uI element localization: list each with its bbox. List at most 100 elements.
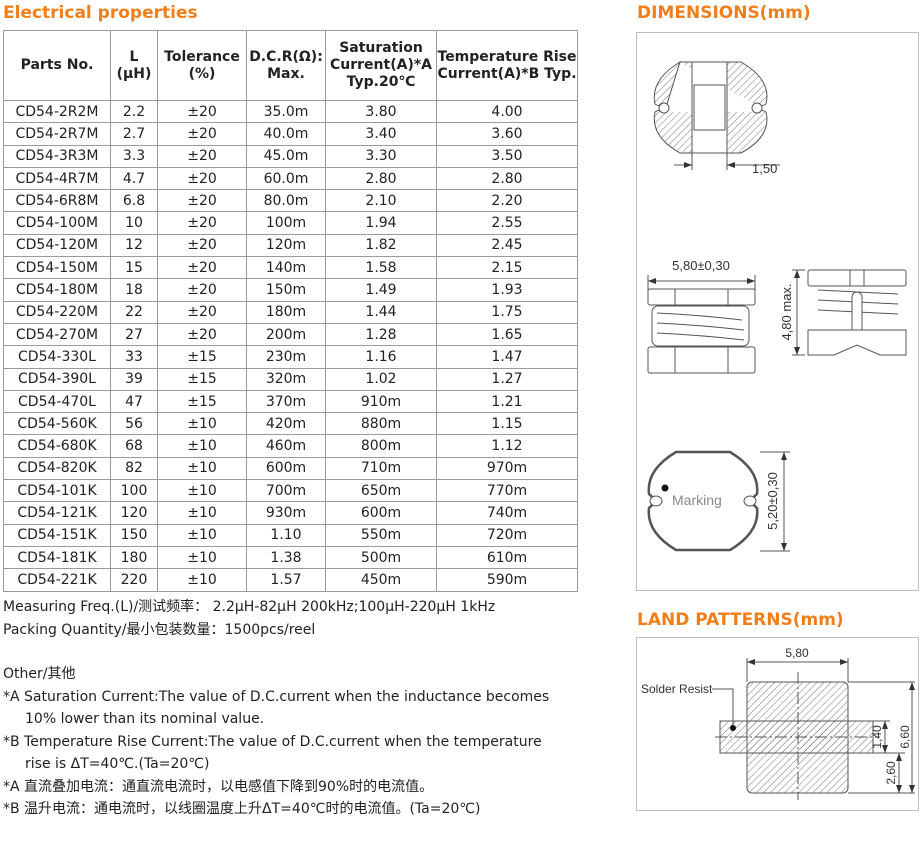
table-row: CD54-150M 15 ±20 140m 1.58 2.15	[3, 256, 578, 280]
table-cell: 33	[110, 345, 158, 369]
table-row: CD54-101K 100 ±10 700m 650m 770m	[3, 479, 578, 503]
table-cell: CD54-180M	[3, 278, 111, 302]
note-b-en-cont: rise is ΔT=40℃.(Ta=20℃)	[25, 756, 210, 772]
table-cell: 3.3	[110, 144, 158, 168]
land-patterns-title: LAND PATTERNS(mm)	[637, 610, 844, 630]
table-cell: 27	[110, 322, 158, 347]
table-cell: 2.80	[436, 166, 578, 191]
table-cell: CD54-270M	[3, 322, 111, 347]
table-cell: 460m	[246, 434, 326, 458]
front-view-drawing	[792, 269, 907, 356]
table-cell: 590m	[436, 568, 578, 592]
table-cell: 2.2	[110, 99, 158, 124]
land-strip-label: 1,40	[870, 725, 884, 749]
table-row: CD54-121K 120 ±10 930m 600m 740m	[3, 501, 578, 525]
table-cell: 1.94	[325, 211, 437, 235]
table-cell: 2.10	[325, 189, 437, 213]
electrical-properties-table: Parts No. L (µH) Tolerance (%) D.C.R(Ω): Ma…	[3, 30, 578, 592]
table-cell: CD54-6R8M	[3, 189, 111, 213]
table-row: CD54-2R7M 2.7 ±20 40.0m 3.40 3.60	[3, 122, 578, 146]
marking-label: Marking	[672, 492, 722, 508]
table-cell: ±10	[157, 501, 247, 525]
table-cell: ±10	[157, 434, 247, 458]
land-patterns-panel	[636, 637, 919, 811]
table-cell: 1.82	[325, 233, 437, 258]
table-cell: 47	[110, 389, 158, 414]
table-row: CD54-680K 68 ±10 460m 800m 1.12	[3, 434, 578, 458]
land-pattern-drawing	[712, 658, 915, 800]
table-row: CD54-221K 220 ±10 1.57 450m 590m	[3, 568, 578, 592]
dimensions-panel	[636, 32, 919, 591]
table-cell: 1.12	[436, 434, 578, 458]
table-cell: CD54-101K	[3, 479, 111, 503]
column-header: Temperature Rise Current(A)*B Typ.	[436, 30, 578, 101]
table-cell: 600m	[246, 456, 326, 481]
table-cell: 120	[110, 501, 158, 525]
table-cell: ±10	[157, 456, 247, 481]
table-cell: CD54-181K	[3, 545, 111, 570]
table-row: CD54-270M 27 ±20 200m 1.28 1.65	[3, 322, 578, 347]
table-cell: 45.0m	[246, 144, 326, 168]
solder-resist-dot	[730, 725, 736, 731]
dimensions-title: DIMENSIONS(mm)	[637, 3, 811, 23]
table-cell: ±20	[157, 278, 247, 302]
table-cell: 1.28	[325, 322, 437, 347]
table-cell: 370m	[246, 389, 326, 414]
table-cell: 60.0m	[246, 166, 326, 191]
note-a-cn: *A 直流叠加电流：通直流电流时，以电感值下降到90%时的电流值。	[3, 778, 434, 795]
table-cell: ±20	[157, 256, 247, 280]
table-cell: ±10	[157, 479, 247, 503]
table-cell: ±10	[157, 523, 247, 547]
table-cell: 1.27	[436, 367, 578, 391]
table-row: CD54-560K 56 ±10 420m 880m 1.15	[3, 412, 578, 436]
column-header: Saturation Current(A)*A Typ.20℃	[325, 30, 437, 101]
table-cell: CD54-4R7M	[3, 166, 111, 191]
table-cell: 220	[110, 568, 158, 592]
table-cell: 650m	[325, 479, 437, 503]
table-cell: CD54-120M	[3, 233, 111, 258]
table-cell: ±15	[157, 367, 247, 391]
table-row: CD54-151K 150 ±10 1.10 550m 720m	[3, 523, 578, 547]
dim-height-label: 4,80 max.	[779, 283, 794, 340]
note-a-en-cont: 10% lower than its nominal value.	[25, 711, 265, 727]
table-cell: 610m	[436, 545, 578, 570]
land-width-label: 5,80	[785, 646, 809, 660]
dim-depth-label: 5,20±0,30	[765, 472, 780, 530]
table-cell: 1.58	[325, 256, 437, 280]
table-cell: 800m	[325, 434, 437, 458]
top-section-drawing	[653, 60, 780, 170]
table-cell: 22	[110, 300, 158, 324]
table-cell: 910m	[325, 389, 437, 414]
table-cell: 3.80	[325, 99, 437, 124]
table-cell: ±20	[157, 166, 247, 191]
packing-quantity: Packing Quantity/最小包装数量：1500pcs/reel	[3, 621, 316, 638]
table-cell: ±20	[157, 122, 247, 146]
note-a-en: *A Saturation Current:The value of D.C.c…	[3, 688, 550, 705]
table-row: CD54-2R2M 2.2 ±20 35.0m 3.80 4.00	[3, 99, 578, 124]
table-cell: CD54-390L	[3, 367, 111, 391]
table-row: CD54-470L 47 ±15 370m 910m 1.21	[3, 389, 578, 414]
table-cell: 420m	[246, 412, 326, 436]
table-cell: 4.00	[436, 99, 578, 124]
table-cell: 600m	[325, 501, 437, 525]
table-cell: 1.38	[246, 545, 326, 570]
polarity-dot	[661, 484, 669, 492]
column-header: D.C.R(Ω): Max.	[246, 30, 326, 101]
table-row: CD54-120M 12 ±20 120m 1.82 2.45	[3, 233, 578, 258]
dim-width-label: 5,80±0,30	[672, 258, 730, 273]
note-b-en: *B Temperature Rise Current:The value of…	[3, 733, 542, 750]
table-cell: 1.75	[436, 300, 578, 324]
table-cell: 740m	[436, 501, 578, 525]
electrical-title: Electrical properties	[3, 3, 198, 23]
table-cell: CD54-2R7M	[3, 122, 111, 146]
table-cell: 1.10	[246, 523, 326, 547]
table-row: CD54-390L 39 ±15 320m 1.02 1.27	[3, 367, 578, 391]
table-cell: CD54-221K	[3, 568, 111, 592]
table-cell: 720m	[436, 523, 578, 547]
column-header: Parts No.	[3, 30, 111, 101]
side-view-drawing	[647, 275, 756, 374]
table-cell: 180	[110, 545, 158, 570]
table-cell: 40.0m	[246, 122, 326, 146]
table-cell: 970m	[436, 456, 578, 481]
table-cell: CD54-330L	[3, 345, 111, 369]
